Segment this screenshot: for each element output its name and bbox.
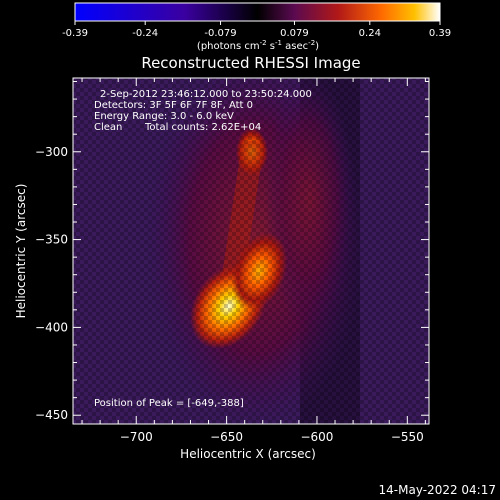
y-tick-label: −450 (35, 408, 68, 422)
colorbar-tick-label: -0.24 (132, 28, 158, 39)
colorbar-units: (photons cm-2 s-1 asec-2) (197, 39, 319, 52)
observation-info: 2-Sep-2012 23:46:12.000 to 23:50:24.000 … (94, 89, 312, 133)
x-tick-label: −600 (300, 430, 333, 444)
colorbar-tick-label: 0.39 (429, 28, 451, 39)
info-clean: Clean (94, 122, 122, 133)
y-axis: −300 −350 −400 −450 (35, 81, 429, 422)
colorbar-tick-label: -0.39 (62, 28, 88, 39)
x-tick-label: −550 (391, 430, 424, 444)
colorbar-gradient (74, 2, 441, 22)
peak-position: Position of Peak = [-649,-388] (94, 398, 244, 409)
ripple-pattern (73, 78, 429, 424)
colorbar-tick-label: 0.079 (280, 28, 309, 39)
colorbar-tick-label: 0.24 (359, 28, 381, 39)
timestamp: 14-May-2022 04:17 (379, 483, 496, 497)
info-energy-range: Energy Range: 3.0 - 6.0 keV (94, 111, 234, 122)
colorbar-ticks: -0.39 -0.24 -0.079 0.079 0.24 0.39 (62, 21, 451, 39)
x-axis: −700 −650 −600 −550 (81, 78, 426, 444)
x-axis-label: Heliocentric X (arcsec) (180, 447, 316, 461)
y-tick-label: −300 (35, 145, 68, 159)
x-tick-label: −650 (210, 430, 243, 444)
chart-title: Reconstructed RHESSI Image (141, 54, 360, 72)
heatmap-image (73, 78, 429, 424)
y-tick-label: −350 (35, 233, 68, 247)
plot-frame (72, 77, 430, 425)
colorbar-tick-label: -0.079 (204, 28, 236, 39)
info-total-counts: Total counts: 2.62E+04 (144, 122, 261, 133)
info-time-range: 2-Sep-2012 23:46:12.000 to 23:50:24.000 (100, 89, 312, 100)
y-tick-label: −400 (35, 320, 68, 334)
y-axis-label: Heliocentric Y (arcsec) (14, 184, 28, 319)
x-tick-label: −700 (120, 430, 153, 444)
info-detectors: Detectors: 3F 5F 6F 7F 8F, Att 0 (94, 100, 253, 111)
colorbar: -0.39 -0.24 -0.079 0.079 0.24 0.39 (photons c… (62, 2, 451, 52)
